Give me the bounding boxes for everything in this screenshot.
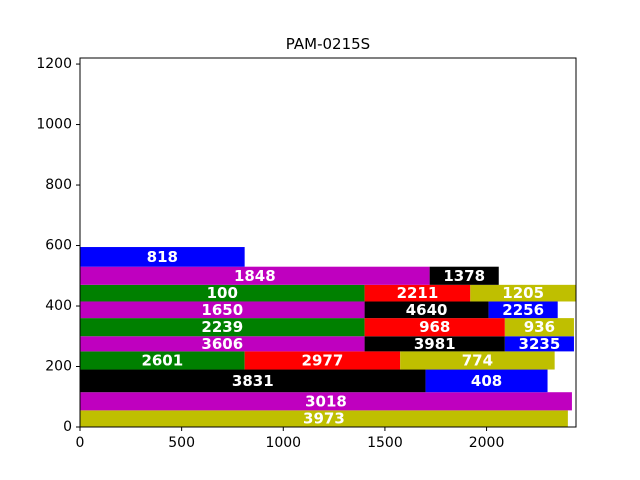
bar-label-18: 1205: [502, 284, 544, 302]
bar-label-12: 936: [524, 318, 555, 336]
bar-label-4: 2601: [141, 351, 183, 369]
x-axis: 0 500 1000 1500 2000: [76, 427, 505, 451]
bar-20: [429, 266, 499, 285]
bar-label-16: 100: [207, 284, 238, 302]
bar-label-3: 408: [471, 372, 502, 390]
bar-8: [364, 336, 505, 352]
bar-16: [80, 284, 365, 302]
y-tick-label-4: 800: [45, 177, 72, 193]
bar-2: [80, 369, 426, 393]
bar-7: [80, 336, 365, 352]
bar-label-21: 818: [147, 248, 178, 266]
x-tick-label-0: 0: [76, 435, 85, 451]
bar-label-1: 3018: [305, 392, 347, 410]
bar-label-14: 4640: [406, 301, 448, 319]
x-tick-label-2: 1000: [265, 435, 301, 451]
bar-10: [80, 318, 365, 337]
y-axis: 0 200 400 600 800 1000 1200: [36, 56, 80, 435]
bar-15: [488, 301, 558, 319]
bar-label-7: 3606: [201, 335, 243, 353]
bar-label-5: 2977: [302, 351, 344, 369]
y-tick-label-0: 0: [63, 419, 72, 435]
bars-layer: [80, 247, 576, 427]
x-tick-label-3: 1500: [367, 435, 403, 451]
bar-21: [80, 247, 245, 267]
bar-14: [364, 301, 489, 319]
bar-9: [504, 336, 574, 352]
bar-11: [364, 318, 505, 337]
plot-frame: [79, 57, 577, 428]
y-tick-label-6: 1200: [36, 56, 72, 72]
bar-12: [504, 318, 574, 337]
bar-6: [400, 351, 555, 370]
bar-label-8: 3981: [414, 335, 456, 353]
bar-13: [80, 301, 365, 319]
bar-3: [425, 369, 548, 393]
bar-label-6: 774: [462, 351, 493, 369]
y-tick-label-3: 600: [45, 238, 72, 254]
bar-label-20: 1378: [443, 267, 485, 285]
bar-label-17: 2211: [397, 284, 439, 302]
bar-4: [80, 351, 245, 370]
bar-label-0: 3973: [303, 410, 345, 428]
bar-label-15: 2256: [502, 301, 544, 319]
x-tick-label-1: 500: [168, 435, 195, 451]
bar-5: [244, 351, 401, 370]
bar-label-13: 1650: [201, 301, 243, 319]
bar-label-10: 2239: [201, 318, 243, 336]
bar-label-9: 3235: [519, 335, 561, 353]
bar-label-2: 3831: [232, 372, 274, 390]
y-tick-label-2: 400: [45, 298, 72, 314]
chart-title: PAM-0215S: [286, 35, 370, 53]
bar-label-11: 968: [419, 318, 450, 336]
x-tick-label-4: 2000: [469, 435, 505, 451]
y-tick-label-1: 200: [45, 359, 72, 375]
bar-label-19: 1848: [234, 267, 276, 285]
bar-18: [470, 284, 576, 302]
bar-17: [364, 284, 471, 302]
bar-0: [80, 410, 568, 427]
bar-1: [80, 392, 572, 411]
bar-19: [80, 266, 430, 285]
y-tick-label-5: 1000: [36, 117, 72, 133]
